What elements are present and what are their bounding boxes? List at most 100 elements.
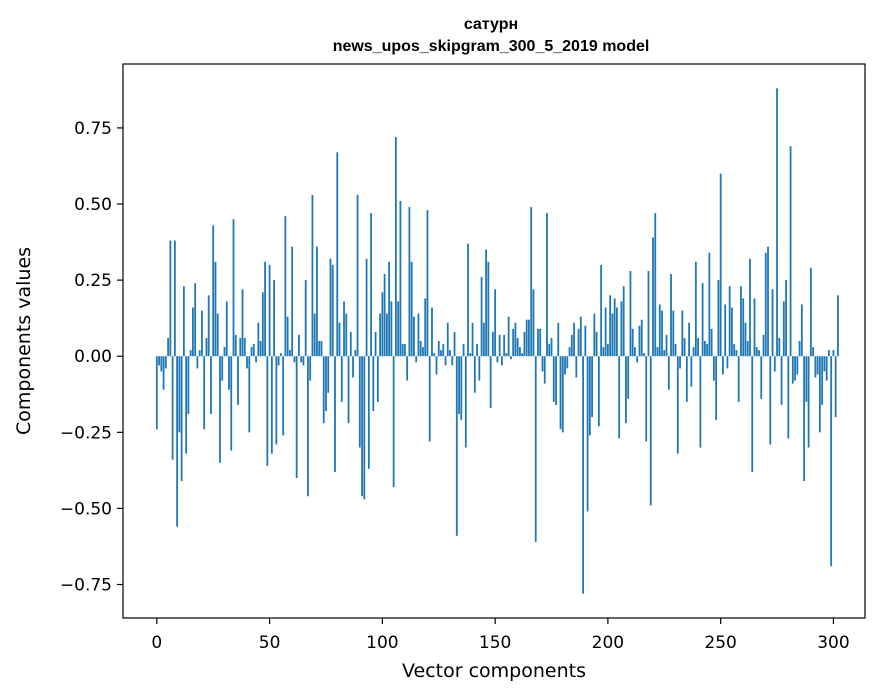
bar xyxy=(158,356,160,366)
bar xyxy=(275,356,278,445)
bar xyxy=(469,353,472,357)
bar xyxy=(564,356,566,375)
bar xyxy=(762,334,765,357)
bar xyxy=(523,331,526,357)
bar xyxy=(834,356,837,418)
bar xyxy=(832,350,835,357)
bar xyxy=(376,356,379,402)
bar xyxy=(782,301,785,357)
bar xyxy=(401,344,404,357)
bar xyxy=(207,295,210,357)
x-tick-label: 200 xyxy=(592,633,624,653)
y-tick-label: 0.00 xyxy=(74,347,112,367)
bar xyxy=(528,319,530,357)
bar xyxy=(261,292,264,357)
bar xyxy=(516,337,519,357)
bar xyxy=(347,356,350,424)
bar xyxy=(726,356,729,369)
bar xyxy=(731,307,733,357)
bar xyxy=(681,310,684,357)
bar xyxy=(791,356,794,384)
bar xyxy=(559,356,562,430)
bar xyxy=(372,356,375,412)
bar xyxy=(433,353,436,357)
bar xyxy=(259,341,262,357)
bar xyxy=(266,356,269,466)
bar xyxy=(758,350,760,357)
bar xyxy=(658,304,661,357)
bar xyxy=(419,341,422,357)
bar xyxy=(519,347,521,357)
bar xyxy=(455,356,458,536)
y-tick-label: 0.25 xyxy=(74,271,112,291)
bar xyxy=(164,356,167,369)
bar xyxy=(818,356,821,433)
bar xyxy=(464,356,467,448)
bar xyxy=(794,356,796,381)
bar xyxy=(685,356,688,402)
bar xyxy=(573,322,575,357)
bar xyxy=(634,347,636,357)
bar xyxy=(809,267,812,357)
bar xyxy=(764,252,767,357)
bar xyxy=(800,304,803,357)
bar xyxy=(807,356,810,448)
bar xyxy=(507,316,510,357)
bar xyxy=(437,341,440,357)
bar xyxy=(399,200,402,357)
bar xyxy=(537,328,539,357)
bar xyxy=(320,341,323,357)
bar xyxy=(703,341,706,357)
bar xyxy=(679,356,681,369)
x-tick-label: 250 xyxy=(704,633,736,653)
bar xyxy=(336,152,339,357)
bar xyxy=(830,356,833,567)
bar xyxy=(661,310,663,357)
bar xyxy=(683,337,686,357)
chart-subtitle: news_upos_skipgram_300_5_2019 model xyxy=(333,38,650,55)
bar xyxy=(225,301,228,357)
bar xyxy=(219,356,221,463)
bar xyxy=(471,322,474,357)
bar xyxy=(760,356,763,399)
bar xyxy=(708,252,711,357)
bar xyxy=(568,347,571,357)
bar xyxy=(622,286,625,357)
bar xyxy=(282,356,285,436)
bar xyxy=(237,356,239,405)
bar xyxy=(712,356,715,381)
bar xyxy=(550,337,553,357)
bar xyxy=(557,322,560,357)
bar xyxy=(352,356,354,378)
bar xyxy=(374,331,377,357)
bar xyxy=(663,350,666,357)
bar xyxy=(694,261,697,357)
bar xyxy=(613,298,616,357)
bar xyxy=(584,325,587,357)
bar xyxy=(291,246,294,357)
bar xyxy=(719,173,722,357)
bar xyxy=(627,356,630,399)
bar xyxy=(476,344,478,357)
bar xyxy=(431,307,433,357)
bar xyxy=(665,334,668,357)
bar xyxy=(805,356,808,402)
bar xyxy=(203,356,206,430)
bar xyxy=(654,213,657,357)
bar xyxy=(248,356,251,433)
bar xyxy=(189,350,192,357)
bar xyxy=(498,334,501,357)
bar xyxy=(293,356,296,363)
bar xyxy=(307,356,309,497)
bar xyxy=(789,146,792,357)
bar xyxy=(561,356,564,433)
bar xyxy=(575,356,578,378)
bar xyxy=(591,356,593,418)
bar xyxy=(552,356,555,402)
bar xyxy=(586,356,589,512)
bar xyxy=(331,264,334,357)
x-tick-label: 0 xyxy=(151,633,162,653)
bar xyxy=(318,341,321,357)
bar xyxy=(286,316,289,357)
bar xyxy=(503,334,506,357)
